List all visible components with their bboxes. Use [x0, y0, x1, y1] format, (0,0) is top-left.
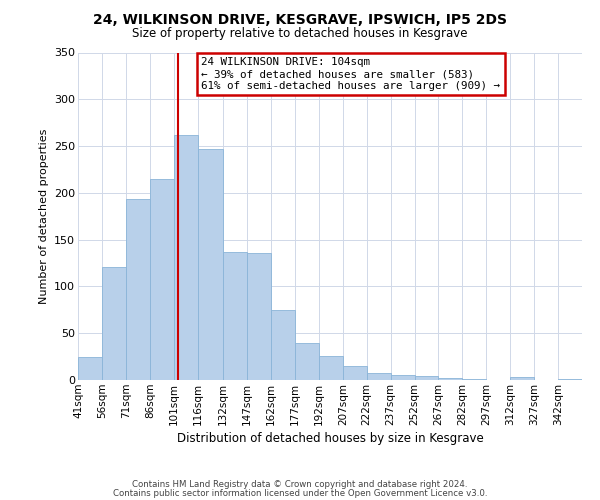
- Bar: [415, 376, 439, 380]
- Y-axis label: Number of detached properties: Number of detached properties: [38, 128, 49, 304]
- Text: Size of property relative to detached houses in Kesgrave: Size of property relative to detached ho…: [132, 28, 468, 40]
- Bar: [343, 366, 367, 380]
- Bar: [126, 200, 150, 380]
- Bar: [439, 378, 463, 380]
- Bar: [463, 379, 487, 380]
- Text: Contains HM Land Registry data © Crown copyright and database right 2024.: Contains HM Land Registry data © Crown c…: [132, 480, 468, 489]
- Bar: [271, 310, 295, 380]
- Bar: [78, 356, 102, 380]
- Bar: [102, 267, 126, 380]
- Text: 24 WILKINSON DRIVE: 104sqm
← 39% of detached houses are smaller (583)
61% of sem: 24 WILKINSON DRIVE: 104sqm ← 39% of deta…: [202, 58, 500, 90]
- Text: Contains public sector information licensed under the Open Government Licence v3: Contains public sector information licen…: [113, 488, 487, 498]
- X-axis label: Distribution of detached houses by size in Kesgrave: Distribution of detached houses by size …: [176, 432, 484, 445]
- Bar: [173, 135, 197, 380]
- Bar: [223, 252, 247, 380]
- Bar: [391, 376, 415, 380]
- Text: 24, WILKINSON DRIVE, KESGRAVE, IPSWICH, IP5 2DS: 24, WILKINSON DRIVE, KESGRAVE, IPSWICH, …: [93, 12, 507, 26]
- Bar: [367, 374, 391, 380]
- Bar: [197, 149, 223, 380]
- Bar: [558, 379, 582, 380]
- Bar: [150, 179, 173, 380]
- Bar: [319, 356, 343, 380]
- Bar: [295, 342, 319, 380]
- Bar: [247, 252, 271, 380]
- Bar: [510, 377, 534, 380]
